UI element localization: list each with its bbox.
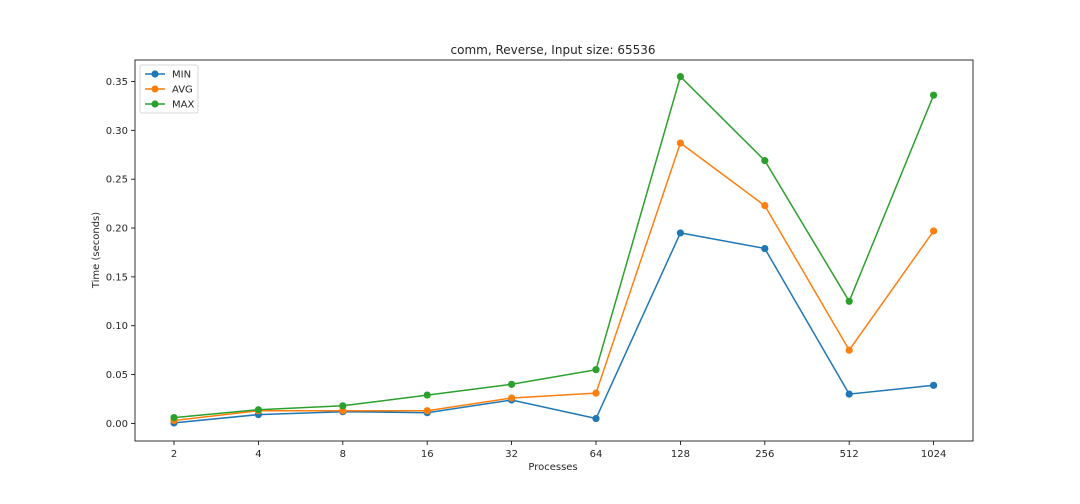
x-tick-label: 256 — [755, 449, 774, 460]
data-point-avg — [423, 407, 431, 415]
data-point-max — [170, 413, 178, 422]
data-point-min — [592, 414, 600, 423]
data-point-max — [930, 91, 938, 99]
data-point-max — [508, 380, 516, 388]
x-tick-label: 8 — [340, 449, 346, 460]
data-point-avg — [508, 394, 516, 402]
legend-item-max: MAX — [145, 100, 194, 111]
x-tick-label: 64 — [590, 449, 603, 460]
plot-area — [170, 73, 938, 427]
x-tick-label: 32 — [505, 449, 518, 460]
series-line-max — [173, 75, 935, 419]
data-point-max — [845, 297, 853, 305]
legend-swatch-marker — [151, 100, 159, 108]
plot-frame — [134, 59, 974, 442]
x-tick-label: 128 — [671, 449, 690, 460]
legend-label: MAX — [172, 100, 194, 111]
data-point-min — [930, 381, 938, 389]
y-tick-label: 0.00 — [106, 419, 128, 430]
chart-title: comm, Reverse, Input size: 65536 — [451, 43, 656, 57]
legend-item-avg: AVG — [145, 85, 193, 96]
y-tick-label: 0.20 — [106, 224, 128, 235]
x-tick-label: 512 — [840, 449, 859, 460]
x-tick-label: 2 — [171, 449, 177, 460]
y-tick-label: 0.05 — [106, 370, 128, 381]
data-point-min — [761, 244, 769, 253]
x-tick-label: 4 — [255, 449, 261, 460]
series-line-min — [173, 232, 934, 424]
legend-label: MIN — [172, 70, 191, 81]
x-tick-label: 1024 — [921, 449, 946, 460]
y-axis: 0.00 0.05 0.10 0.15 0.20 0.25 0.30 0.35 — [106, 77, 135, 430]
legend-swatch-marker — [151, 70, 159, 78]
data-point-max — [592, 366, 600, 374]
x-tick-label: 16 — [421, 449, 434, 460]
data-point-min — [845, 390, 853, 398]
data-point-avg — [592, 389, 600, 397]
y-axis-label: Time (seconds) — [91, 212, 102, 289]
data-point-avg — [761, 201, 769, 210]
data-point-max — [423, 391, 431, 399]
y-tick-label: 0.30 — [106, 126, 128, 137]
legend: MIN AVG MAX — [139, 64, 199, 114]
y-tick-label: 0.35 — [106, 77, 128, 88]
y-tick-label: 0.10 — [106, 321, 128, 332]
data-point-max — [761, 157, 769, 165]
legend-label: AVG — [172, 85, 193, 96]
data-point-max — [254, 406, 262, 414]
data-point-avg — [930, 227, 938, 235]
x-axis-label: Processes — [528, 462, 577, 473]
y-tick-label: 0.15 — [106, 272, 128, 283]
data-point-avg — [676, 139, 685, 147]
x-axis: 2 4 8 16 32 64 128 256 512 1024 — [171, 441, 946, 460]
legend-swatch-marker — [151, 85, 159, 93]
legend-item-min: MIN — [145, 70, 191, 81]
series-max — [170, 73, 938, 422]
y-tick-label: 0.25 — [106, 175, 128, 186]
data-point-max — [339, 402, 347, 410]
data-point-max — [676, 73, 685, 81]
data-point-avg — [845, 346, 853, 354]
series-line-avg — [173, 141, 935, 422]
data-point-min — [676, 229, 685, 237]
